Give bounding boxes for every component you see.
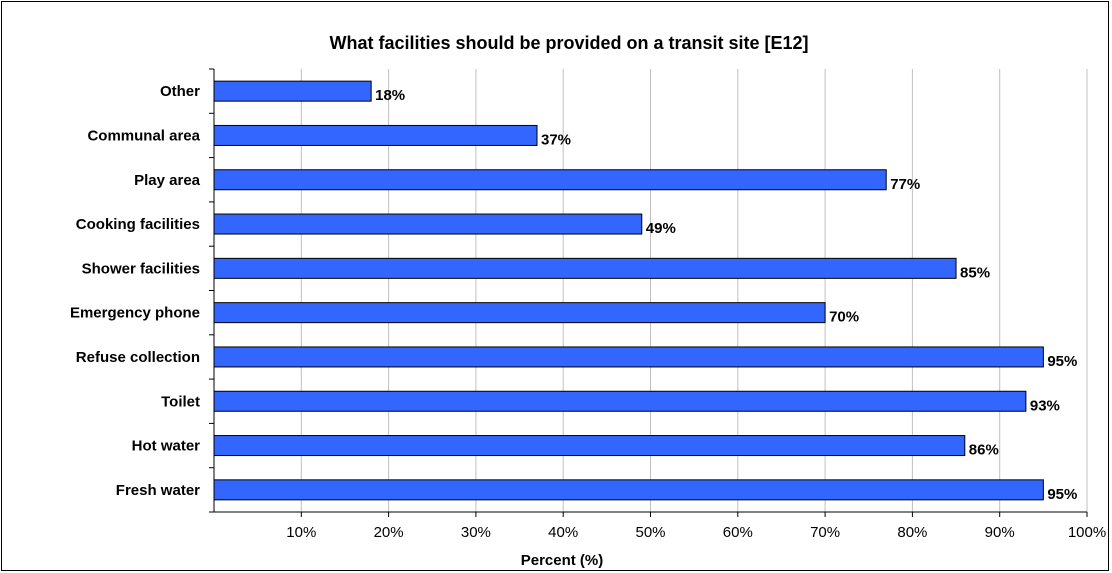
axes: 10% 20% 30% 40% 50% 60% 70% 80% 90% 100% Other Comm… [70,68,1106,541]
bar [213,390,1027,412]
bar [213,257,957,279]
x-tick-label: 50% [635,524,665,541]
category-label: Shower facilities [82,260,200,277]
bar [213,213,643,235]
bar [213,346,1044,368]
data-label: 37% [541,131,571,148]
data-label: 95% [1047,486,1077,503]
bar [213,479,1044,501]
x-axis-title: Percent (%) [521,552,604,569]
category-label: Fresh water [116,482,200,499]
category-label: Hot water [132,438,201,455]
data-label: 18% [375,87,405,104]
x-tick-label: 60% [723,524,753,541]
x-tick-label: 20% [374,524,404,541]
x-tick-label: 40% [548,524,578,541]
data-label: 77% [890,176,920,193]
data-label: 95% [1047,353,1077,370]
bar [213,124,538,146]
bars: 18% 37% 77% 49% 85% 70% 95% 93% 86% 95% [213,80,1077,503]
x-tick-label: 70% [810,524,840,541]
category-label: Toilet [161,393,200,410]
x-tick-label: 80% [897,524,927,541]
x-tick-label: 10% [286,524,316,541]
data-label: 86% [969,442,999,459]
data-label: 93% [1030,397,1060,414]
data-label: 49% [646,220,676,237]
x-tick-label: 100% [1068,524,1106,541]
bar [213,169,887,191]
category-label: Cooking facilities [76,216,200,233]
category-label: Communal area [87,127,200,144]
category-label: Play area [134,172,201,189]
x-tick-label: 90% [985,524,1015,541]
x-tick-label: 30% [461,524,491,541]
bar [213,435,966,457]
category-label: Other [160,83,200,100]
data-label: 85% [960,264,990,281]
bar [213,302,826,324]
category-label: Refuse collection [76,349,200,366]
bar [213,80,372,102]
category-label: Emergency phone [70,305,200,322]
chart-title: What facilities should be provided on a … [329,33,808,53]
data-label: 70% [829,309,859,326]
